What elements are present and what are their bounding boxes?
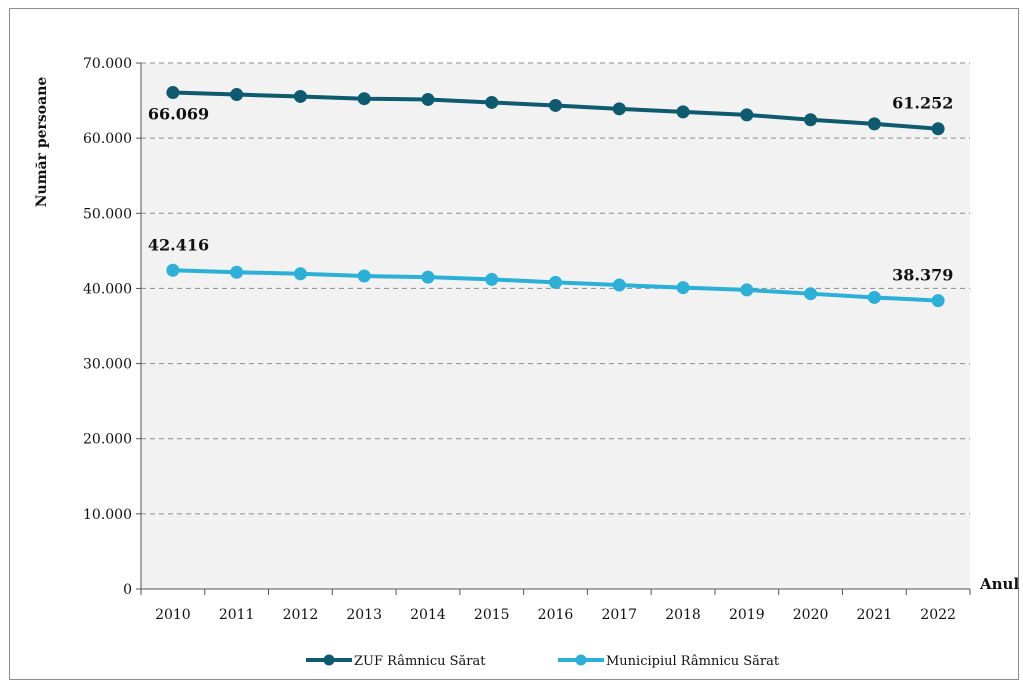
data-label: 42.416 (148, 235, 209, 254)
legend-label: Municipiul Râmnicu Sărat (606, 654, 780, 669)
legend-marker (575, 654, 587, 666)
x-axis-ticks: 2010 2011 2012 2013 2014 2015 2016 2017 2018 2019… (140, 589, 971, 623)
y-tick-label: 50.000 (83, 206, 132, 222)
data-point (357, 269, 371, 283)
data-point (549, 275, 562, 289)
series-group (166, 86, 945, 308)
plot-area (141, 63, 970, 589)
y-tick-label: 20.000 (83, 432, 132, 448)
data-point (804, 113, 818, 127)
legend-label: ZUF Râmnicu Sărat (354, 654, 486, 669)
x-tick-label: 2016 (538, 607, 574, 623)
x-tick-label: 2015 (474, 607, 510, 623)
legend-marker (323, 654, 335, 666)
data-point (740, 283, 754, 297)
data-point (740, 108, 754, 122)
data-point (612, 278, 626, 292)
data-point (804, 287, 818, 301)
data-label: 66.069 (148, 105, 209, 124)
axes (140, 63, 970, 590)
data-label: 61.252 (892, 94, 953, 113)
legend: ZUF Râmnicu Sărat Municipiul Râmnicu Săra… (306, 654, 780, 669)
data-labels: 66.069 61.252 42.416 38.379 (148, 94, 953, 285)
y-axis-title: Număr persoane (34, 77, 50, 208)
x-tick-label: 2013 (346, 607, 382, 623)
x-tick-label: 2022 (920, 607, 956, 623)
y-tick-label: 0 (123, 582, 132, 598)
data-point (485, 95, 499, 109)
data-point (230, 265, 244, 279)
x-axis-title: Anul (979, 575, 1019, 593)
y-tick-label: 60.000 (83, 131, 132, 147)
data-label: 38.379 (892, 266, 953, 285)
data-point (612, 102, 626, 116)
data-point (230, 88, 244, 102)
x-tick-label: 2010 (155, 607, 191, 623)
data-point (166, 263, 180, 277)
y-tick-label: 30.000 (83, 357, 132, 373)
y-tick-label: 40.000 (83, 281, 132, 297)
data-point (931, 294, 945, 308)
data-point (867, 117, 881, 131)
data-point (867, 290, 881, 304)
data-point (676, 105, 690, 119)
data-point (166, 86, 180, 100)
x-tick-label: 2017 (601, 607, 637, 623)
x-tick-label: 2014 (410, 607, 446, 623)
data-point (549, 98, 562, 112)
data-point (421, 92, 435, 106)
line-chart: 0 10.000 20.000 30.000 40.000 50.000 60.000 70.… (34, 56, 1019, 669)
y-axis-ticks: 0 10.000 20.000 30.000 40.000 50.000 60.000 70.… (83, 56, 141, 598)
data-point (421, 270, 435, 284)
y-tick-label: 70.000 (83, 56, 132, 72)
data-point (485, 272, 499, 286)
chart-frame: 0 10.000 20.000 30.000 40.000 50.000 60.000 70.… (9, 8, 1019, 680)
data-point (293, 267, 307, 281)
data-point (676, 281, 690, 295)
y-tick-label: 10.000 (83, 507, 132, 523)
x-tick-label: 2021 (857, 607, 893, 623)
data-point (357, 92, 371, 106)
x-tick-label: 2019 (729, 607, 765, 623)
x-tick-label: 2020 (793, 607, 829, 623)
data-point (293, 89, 307, 103)
x-tick-label: 2011 (219, 607, 255, 623)
x-tick-label: 2018 (665, 607, 701, 623)
data-point (931, 122, 945, 136)
x-tick-label: 2012 (283, 607, 319, 623)
